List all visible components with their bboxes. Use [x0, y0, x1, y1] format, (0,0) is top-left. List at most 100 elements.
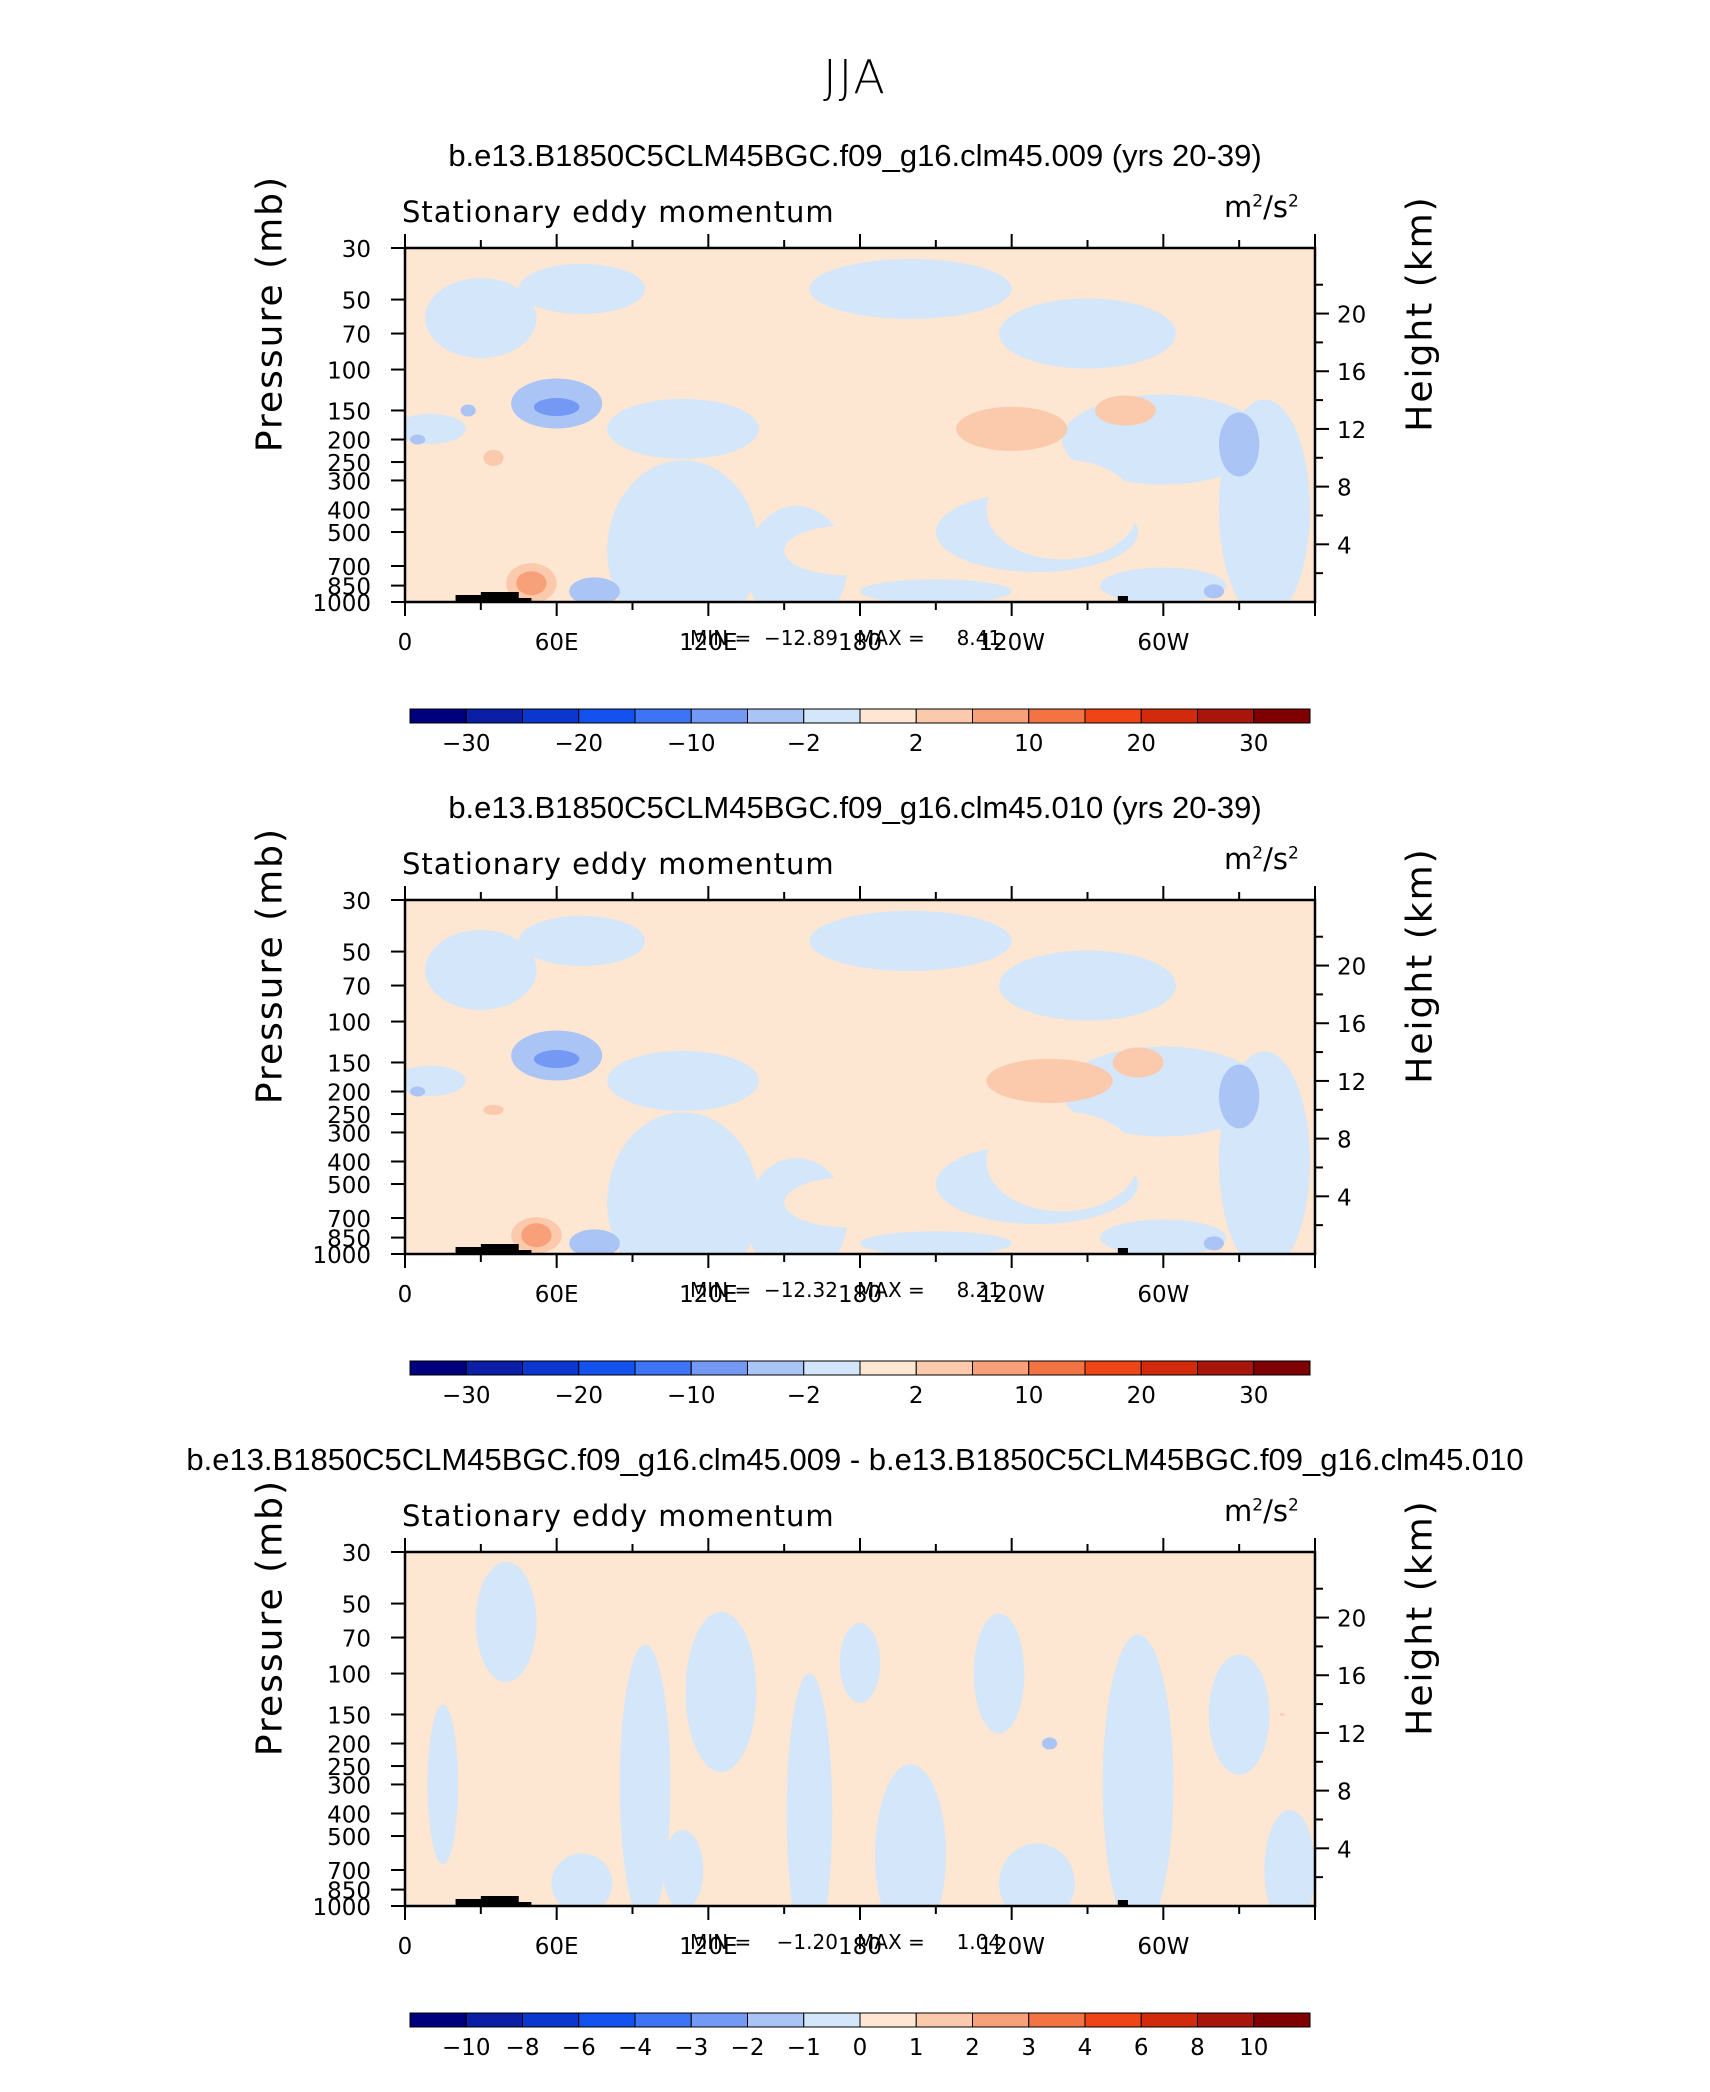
colorbar-segment — [1253, 708, 1311, 724]
y-tick-label: 150 — [327, 1051, 371, 1077]
contour-region — [986, 459, 1139, 560]
x-tick-label: 120E — [679, 1282, 737, 1308]
colorbar-segment — [522, 708, 580, 724]
height-tick-label: 4 — [1337, 1185, 1352, 1211]
colorbar-segment — [915, 1360, 973, 1376]
y-tick-label: 250 — [327, 1103, 371, 1129]
colorbar-label: −10 — [442, 2035, 491, 2061]
panel-1: b.e13.B1850C5CLM45BGC.f09_g16.clm45.009 … — [0, 138, 1710, 788]
height-tick-label: 16 — [1337, 1012, 1366, 1038]
contour-region — [999, 950, 1176, 1021]
contour-region — [784, 525, 911, 576]
contour-region — [425, 277, 537, 358]
x-tick-label: 0 — [398, 1282, 413, 1308]
contour-region — [1203, 1236, 1224, 1251]
colorbar-label: 8 — [1190, 2035, 1205, 2061]
colorbar-segment — [409, 2012, 467, 2028]
colorbar-segment — [578, 708, 636, 724]
x-tick-label: 120W — [978, 630, 1045, 656]
contour-region — [425, 929, 537, 1010]
colorbar-label: −8 — [506, 2035, 540, 2061]
contour-region — [809, 910, 1012, 971]
x-tick-label: 180 — [838, 1282, 882, 1308]
colorbar-label: 4 — [1078, 2035, 1093, 2061]
contour-fill-group — [405, 258, 1310, 602]
y-tick-label: 100 — [327, 359, 371, 385]
colorbar-label: −30 — [442, 1383, 491, 1409]
colorbar-segment — [747, 708, 805, 724]
variable-label: Stationary eddy momentum — [402, 195, 835, 229]
topography — [455, 1899, 507, 1906]
colorbar-segment — [803, 1360, 861, 1376]
colorbar-segment — [915, 2012, 973, 2028]
min-max-label: MIN = −12.32 MAX = 8.21 — [690, 1278, 1002, 1302]
topography — [455, 595, 507, 602]
contour-region — [1095, 395, 1156, 426]
height-tick-label: 16 — [1337, 1664, 1366, 1690]
y-tick-label: 400 — [327, 1802, 371, 1828]
x-tick-label: 180 — [838, 1934, 882, 1960]
y-tick-label: 500 — [327, 1173, 371, 1199]
colorbar-segment — [859, 1360, 917, 1376]
contour-region — [1279, 1713, 1285, 1716]
contour-fill-group — [427, 1561, 1315, 1906]
y-tick-label: 700 — [327, 555, 371, 581]
contour-region — [1218, 412, 1260, 477]
min-max-label: MIN = −1.20 MAX = 1.04 — [690, 1930, 1002, 1954]
contour-region — [1264, 1810, 1315, 1906]
colorbar-segment — [747, 2012, 805, 2028]
colorbar-label: −2 — [731, 2035, 765, 2061]
topography — [1117, 1900, 1128, 1906]
contour-region — [607, 398, 759, 459]
height-tick-label: 12 — [1337, 418, 1366, 444]
contour-region — [516, 571, 547, 596]
contour-region — [973, 1613, 1025, 1734]
variable-label: Stationary eddy momentum — [402, 847, 835, 881]
colorbar-label: −20 — [554, 731, 603, 757]
contour-region — [607, 1050, 759, 1111]
x-tick-label: 0 — [398, 1934, 413, 1960]
panel-3: b.e13.B1850C5CLM45BGC.f09_g16.clm45.009 … — [0, 1442, 1710, 2092]
field-background — [405, 1552, 1315, 1906]
y-tick-label: 70 — [342, 1627, 371, 1653]
x-tick-label: 180 — [838, 630, 882, 656]
contour-region — [533, 398, 580, 417]
y-tick-label: 1000 — [312, 1243, 371, 1269]
colorbar-segment — [1140, 708, 1198, 724]
colorbar-segment — [465, 2012, 523, 2028]
colorbar-label: −1 — [787, 2035, 821, 2061]
contour-region — [619, 1644, 671, 1906]
y-tick-label: 1000 — [312, 591, 371, 617]
contour-plot: 0 60E 120E 180 120W 60W3050701001502002503004… — [312, 886, 1366, 1409]
contour-region — [483, 449, 504, 466]
panel-title: b.e13.B1850C5CLM45BGC.f09_g16.clm45.009 … — [186, 1442, 1524, 1477]
colorbar-label: −20 — [554, 1383, 603, 1409]
contour-region — [1203, 584, 1224, 599]
colorbar-segment — [1140, 1360, 1198, 1376]
figure-title: JJA — [823, 50, 887, 104]
contour-plot: 0 60E 120E 180 120W 60W3050701001502002503004… — [312, 1538, 1366, 2061]
colorbar-label: 2 — [909, 1383, 924, 1409]
topography — [506, 598, 532, 602]
x-tick-label: 60E — [535, 1934, 579, 1960]
contour-region — [860, 579, 1012, 602]
contour-region — [506, 471, 608, 522]
contour-region — [410, 434, 426, 445]
colorbar-label: 10 — [1239, 2035, 1268, 2061]
contour-region — [956, 406, 1068, 451]
units-label: m2/s2 — [1224, 190, 1299, 224]
colorbar-label: 20 — [1127, 1383, 1156, 1409]
height-tick-label: 16 — [1337, 360, 1366, 386]
contour-region — [999, 298, 1176, 369]
height-tick-label: 12 — [1337, 1070, 1366, 1096]
colorbar-segment — [634, 2012, 692, 2028]
contour-region — [839, 1622, 881, 1703]
contour-plot: 0 60E 120E 180 120W 60W3050701001502002503004… — [312, 234, 1366, 757]
contour-region — [1062, 1046, 1265, 1137]
contour-region — [1042, 1737, 1058, 1750]
colorbar-label: 1 — [909, 2035, 924, 2061]
colorbar-label: 30 — [1239, 1383, 1268, 1409]
contour-region — [986, 1111, 1139, 1212]
y-tick-label: 700 — [327, 1859, 371, 1885]
contour-region — [551, 1853, 613, 1906]
